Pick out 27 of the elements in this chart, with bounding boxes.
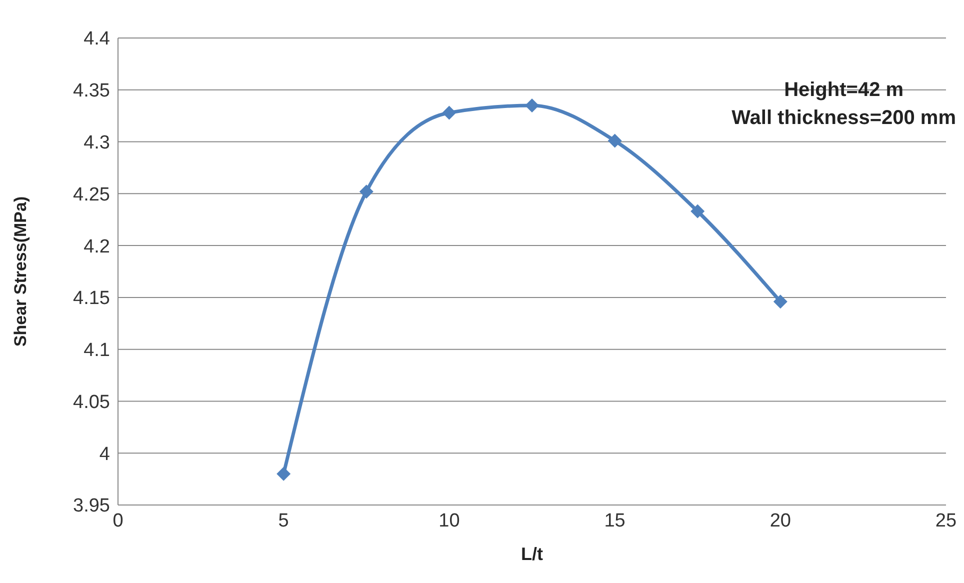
y-tick-label: 4.15 — [73, 288, 110, 310]
x-tick-label: 20 — [770, 510, 791, 532]
y-tick-label: 4.05 — [73, 392, 110, 413]
x-tick-label: 25 — [935, 510, 957, 532]
y-tick-label: 4.25 — [73, 184, 110, 206]
point — [773, 294, 788, 309]
y-tick-label: 4.3 — [84, 132, 110, 154]
x-axis-title: L/t — [521, 544, 543, 564]
annotation: Height=42 m — [783, 78, 905, 103]
y-axis-title: Shear Stress(MPa) — [11, 196, 30, 347]
annotation: Wall thickness=200 mm — [732, 106, 956, 131]
y-tick-label: 4 — [99, 444, 110, 465]
y-tick-label: 4.35 — [73, 80, 110, 102]
y-tick-label: 4.1 — [84, 340, 110, 362]
point — [442, 106, 456, 120]
y-tick-label: 4.2 — [84, 236, 110, 258]
point — [276, 466, 291, 481]
point — [359, 184, 374, 199]
y-tick-label: 4.4 — [84, 28, 110, 50]
x-tick-label: 0 — [112, 510, 124, 532]
point — [525, 98, 539, 112]
y-tick-label: 3.95 — [73, 496, 110, 517]
point — [608, 134, 622, 148]
point — [690, 204, 705, 218]
x-tick-label: 15 — [604, 510, 626, 532]
x-tick-label: 5 — [278, 510, 289, 532]
x-tick-label: 10 — [438, 510, 460, 532]
